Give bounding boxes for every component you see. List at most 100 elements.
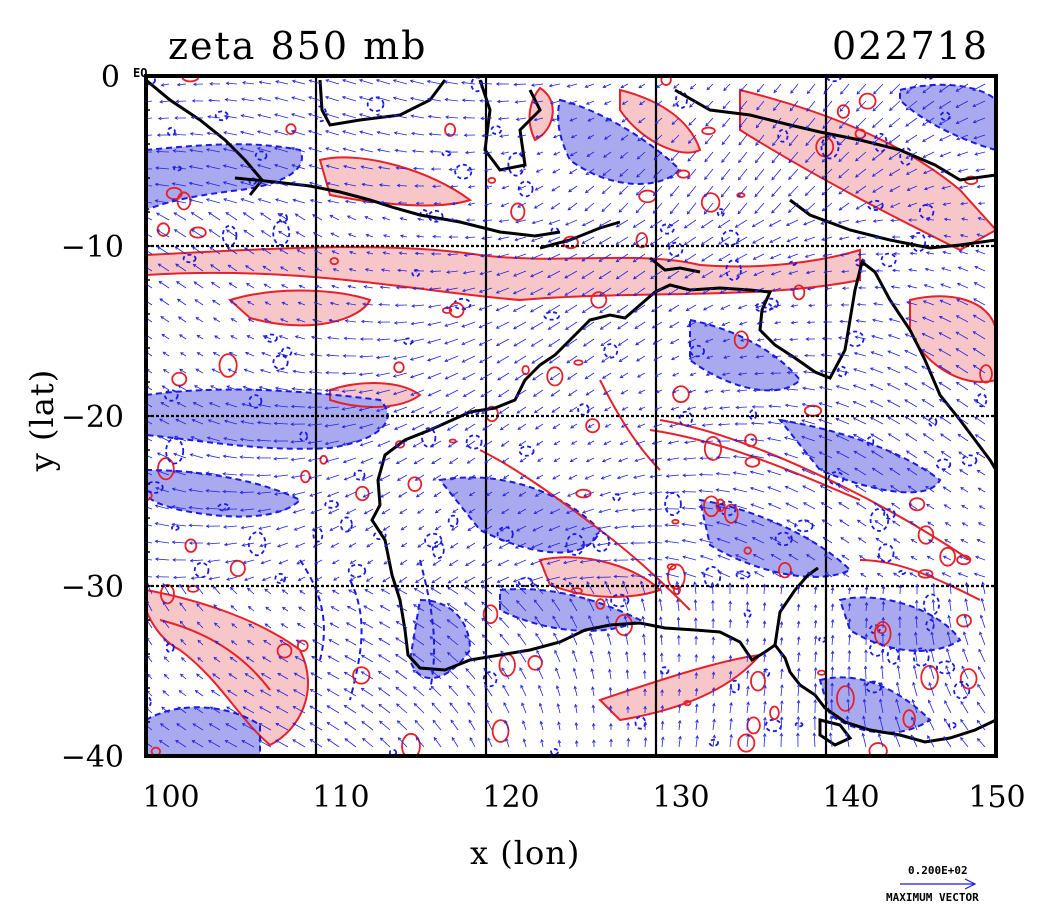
wind-vector xyxy=(243,386,255,391)
wind-vector xyxy=(888,334,901,340)
wind-vector-head xyxy=(515,583,520,588)
wind-vector-head xyxy=(871,334,875,339)
wind-vector xyxy=(468,719,476,731)
wind-vector-head xyxy=(955,331,960,335)
wind-vector xyxy=(398,737,408,748)
wind-vector-head xyxy=(890,218,895,223)
wind-vector-head xyxy=(914,599,919,604)
wind-vector-head xyxy=(635,441,640,445)
wind-vector-head xyxy=(263,283,268,287)
wind-vector xyxy=(361,671,374,680)
wind-vector-head xyxy=(140,214,143,217)
wind-vector-head xyxy=(931,615,935,619)
wind-vector-head xyxy=(972,331,977,335)
wind-vector-head xyxy=(722,105,727,110)
wind-vector-head xyxy=(413,702,418,707)
wind-vector-head xyxy=(889,107,893,111)
wind-vector xyxy=(887,383,901,391)
wind-vector-head xyxy=(397,268,401,273)
wind-vector-head xyxy=(444,376,449,380)
wind-vector xyxy=(721,389,731,393)
wind-vector xyxy=(958,266,969,272)
wind-vector xyxy=(746,686,749,697)
negative-contour xyxy=(748,409,758,421)
wind-vector-head xyxy=(485,701,489,706)
wind-vector-head xyxy=(325,147,330,151)
wind-vector xyxy=(712,735,715,748)
wind-vector xyxy=(763,669,766,680)
wind-vector xyxy=(514,253,527,259)
wind-vector-head xyxy=(945,648,950,652)
wind-vector-head xyxy=(341,389,346,394)
wind-vector-head xyxy=(343,721,348,725)
wind-vector-head xyxy=(427,114,432,119)
wind-vector xyxy=(462,287,476,292)
wind-vector xyxy=(620,440,629,445)
wind-vector-head xyxy=(763,684,767,689)
wind-vector-head xyxy=(533,409,538,414)
wind-vector-head xyxy=(172,575,177,580)
wind-vector xyxy=(401,542,408,547)
wind-vector xyxy=(147,674,153,680)
wind-vector-head xyxy=(547,256,552,261)
wind-vector xyxy=(824,270,833,273)
wind-vector xyxy=(956,365,969,374)
wind-vector xyxy=(532,100,544,104)
wind-vector-head xyxy=(688,389,692,394)
wind-vector-head xyxy=(342,130,346,134)
negative-contour xyxy=(869,624,881,634)
wind-vector-head xyxy=(448,235,453,239)
wind-vector xyxy=(729,655,732,663)
wind-vector-head xyxy=(256,147,261,151)
negative-contour xyxy=(820,134,840,160)
wind-vector-head xyxy=(720,306,725,310)
wind-vector-head xyxy=(178,690,183,694)
wind-vector-head xyxy=(938,315,943,320)
wind-vector-head xyxy=(552,134,557,139)
wind-vector xyxy=(735,253,748,261)
wind-vector-head xyxy=(892,520,896,524)
wind-vector xyxy=(146,233,153,238)
wind-vector-head xyxy=(830,682,834,687)
wind-vector xyxy=(521,702,527,714)
wind-vector xyxy=(381,269,391,272)
wind-vector-head xyxy=(975,168,980,172)
wind-vector-head xyxy=(976,184,981,189)
wind-vector xyxy=(768,421,782,425)
wind-vector-head xyxy=(395,703,400,707)
wind-vector-head xyxy=(923,450,928,455)
wind-vector xyxy=(839,117,850,129)
wind-vector-head xyxy=(273,130,278,134)
positive-contour xyxy=(902,709,916,729)
wind-vector-head xyxy=(752,554,757,558)
wind-vector-head xyxy=(838,158,842,163)
wind-vector xyxy=(449,559,459,566)
wind-vector xyxy=(177,706,187,714)
wind-vector-head xyxy=(360,460,365,464)
wind-vector-head xyxy=(941,267,945,271)
wind-vector xyxy=(499,134,510,137)
wind-vector xyxy=(763,733,766,748)
wind-vector-head xyxy=(749,470,754,474)
wind-vector-head xyxy=(547,274,551,278)
wind-vector xyxy=(173,576,187,579)
wind-vector-head xyxy=(873,90,877,95)
wind-vector-head xyxy=(549,376,554,381)
positive-contour xyxy=(528,86,554,142)
wind-vector xyxy=(502,168,510,172)
wind-vector xyxy=(563,559,578,564)
wind-vector xyxy=(814,667,817,680)
wind-vector-head xyxy=(802,502,807,506)
wind-vector xyxy=(554,440,561,445)
wind-vector xyxy=(427,80,442,85)
wind-vector-head xyxy=(719,406,723,410)
wind-vector xyxy=(498,389,510,398)
wind-vector xyxy=(485,185,493,189)
wind-vector-head xyxy=(445,393,449,397)
wind-vector xyxy=(292,739,306,748)
wind-vector xyxy=(603,83,612,88)
wind-vector xyxy=(261,673,272,680)
wind-vector-head xyxy=(567,101,572,105)
wind-vector xyxy=(671,406,680,410)
wind-vector-head xyxy=(845,715,850,720)
